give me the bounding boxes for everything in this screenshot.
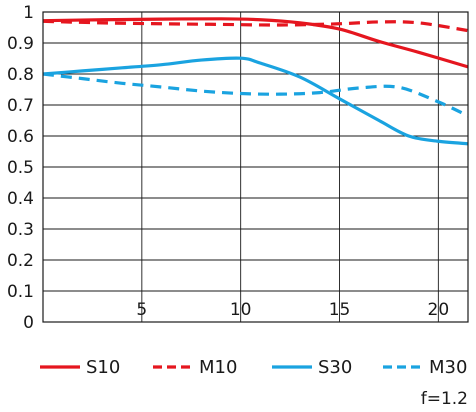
legend: S10 M10 S30 M30 — [40, 357, 467, 378]
x-tick-label: 10 — [230, 300, 252, 320]
y-tick-label: 0.7 — [7, 96, 34, 116]
y-tick-label: 0.1 — [7, 282, 34, 302]
y-tick-label: 0.8 — [7, 65, 34, 85]
plot-frame — [42, 11, 469, 323]
y-tick-label: 0.9 — [7, 34, 34, 54]
series-m30-line — [42, 72, 469, 118]
y-tick-label: 0.4 — [7, 189, 34, 209]
x-tick-label: 20 — [428, 300, 450, 320]
aperture-footnote: f=1.2 — [421, 389, 468, 409]
legend-label-s30: S30 — [318, 357, 352, 378]
y-tick-label: 0.6 — [7, 127, 34, 147]
y-tick-label: 0.2 — [7, 251, 34, 271]
series-s30-line — [42, 56, 469, 146]
y-axis-ticks: 0 0.1 0.2 0.3 0.4 0.5 0.6 0.7 0.8 0.9 1 — [7, 3, 34, 333]
y-tick-label: 0.5 — [7, 158, 34, 178]
legend-label-m10: M10 — [199, 357, 237, 378]
x-axis-ticks: 5 10 15 20 — [136, 300, 449, 320]
series-lines — [42, 17, 469, 146]
series-s10-line — [42, 17, 469, 69]
y-tick-label: 1 — [23, 3, 34, 23]
grid — [43, 12, 468, 322]
legend-label-m30: M30 — [429, 357, 467, 378]
y-tick-label: 0.3 — [7, 220, 34, 240]
series-m10-line — [42, 19, 469, 33]
legend-label-s10: S10 — [86, 357, 120, 378]
x-tick-label: 15 — [329, 300, 351, 320]
x-tick-label: 5 — [136, 300, 147, 320]
y-tick-label: 0 — [23, 313, 34, 333]
